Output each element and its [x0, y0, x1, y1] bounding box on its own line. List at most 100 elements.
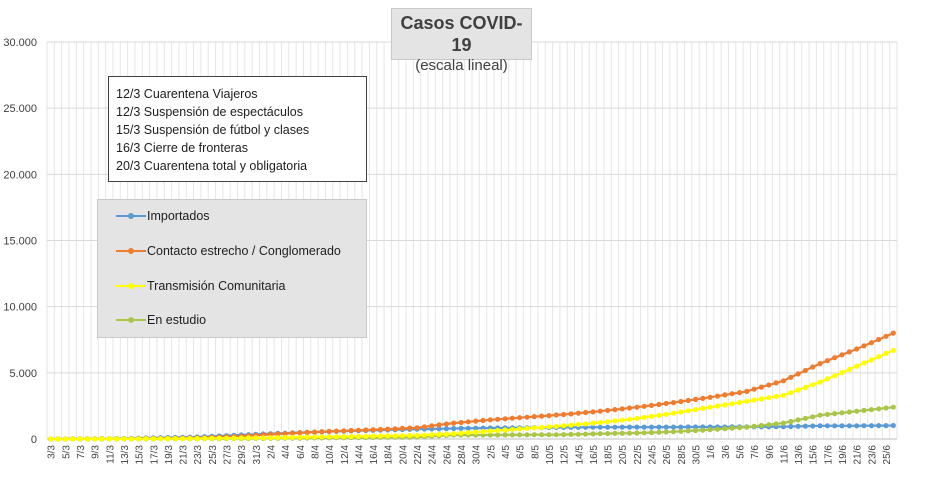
data-point [685, 408, 691, 414]
data-point [421, 432, 427, 438]
data-point [700, 395, 706, 401]
data-point [641, 430, 647, 436]
data-point [890, 330, 896, 336]
x-tick-label: 31/3 [252, 445, 263, 465]
data-point [495, 416, 501, 422]
data-point [201, 435, 208, 441]
data-point [824, 376, 831, 382]
data-point [443, 421, 449, 427]
data-point [832, 411, 838, 417]
data-point [626, 416, 633, 422]
x-tick-label: 22/4 [413, 445, 424, 465]
data-point [788, 418, 794, 425]
measures-notes-box: 12/3 Cuarentena Viajeros 12/3 Suspensión… [108, 76, 367, 182]
data-point [487, 428, 493, 434]
data-point [568, 411, 574, 417]
data-point [473, 429, 479, 435]
data-point [421, 424, 427, 430]
x-tick-label: 23/3 [193, 445, 204, 465]
data-point [626, 405, 633, 411]
data-point [876, 406, 882, 412]
x-tick-label: 26/5 [662, 445, 673, 465]
legend-label: En estudio [147, 313, 207, 327]
data-point [656, 424, 662, 430]
note-line: 16/3 Cierre de fronteras [116, 141, 249, 155]
x-tick-label: 19/6 [838, 445, 849, 465]
data-point [854, 423, 860, 429]
data-point [473, 418, 479, 424]
chart-subtitle: (escala lineal) [415, 57, 508, 74]
data-point [729, 391, 735, 397]
legend-item-transmision: Transmisión Comunitaria [116, 277, 285, 295]
data-point [180, 436, 186, 442]
data-point [868, 357, 875, 363]
data-point [619, 424, 625, 430]
data-point [678, 424, 684, 430]
data-point [392, 433, 398, 439]
data-point [597, 424, 603, 430]
data-point [436, 431, 442, 437]
x-tick-label: 24/5 [648, 445, 659, 465]
data-point [465, 430, 471, 436]
data-point [648, 424, 655, 430]
data-point [832, 373, 838, 379]
x-tick-label: 20/5 [618, 445, 629, 465]
data-point [385, 426, 391, 432]
data-point [77, 436, 83, 442]
x-tick-label: 10/4 [325, 445, 336, 465]
legend-label: Importados [147, 209, 210, 223]
data-point [597, 419, 603, 426]
x-tick-label: 12/5 [560, 445, 571, 465]
data-point [670, 400, 677, 406]
data-point [758, 422, 765, 429]
data-point [685, 397, 691, 404]
data-point [443, 431, 449, 437]
x-tick-label: 3/3 [47, 445, 58, 459]
data-point [890, 347, 896, 353]
data-point [766, 395, 772, 401]
data-point [744, 388, 750, 394]
x-tick-label: 15/3 [135, 445, 146, 465]
data-point [553, 432, 559, 438]
x-tick-label: 11/6 [779, 445, 790, 464]
data-point [62, 436, 68, 442]
data-point [656, 412, 662, 418]
data-point [531, 432, 537, 438]
data-point [729, 401, 735, 407]
data-point [172, 436, 178, 442]
data-point [583, 409, 589, 416]
data-point [670, 424, 677, 430]
data-point [692, 396, 699, 402]
data-point [714, 426, 721, 432]
data-point [539, 413, 545, 419]
note-line: 12/3 Cuarentena Viajeros [116, 87, 258, 101]
data-point [678, 428, 684, 434]
y-tick-label: 10.000 [3, 302, 37, 314]
data-point [854, 408, 860, 414]
data-point [839, 410, 845, 416]
data-point [377, 426, 383, 433]
data-point [436, 422, 442, 428]
data-point [736, 425, 743, 431]
data-point [509, 432, 515, 438]
data-point [55, 436, 61, 442]
data-point [780, 392, 787, 398]
data-point [788, 423, 794, 430]
data-point [634, 404, 640, 410]
data-point [590, 409, 596, 415]
data-point [297, 434, 303, 440]
data-point [267, 435, 274, 441]
data-point [524, 432, 530, 438]
data-point [780, 420, 787, 426]
data-point [333, 434, 339, 440]
legend-item-en-estudio: En estudio [116, 311, 206, 329]
data-point [223, 435, 230, 441]
data-point [531, 414, 537, 420]
data-point [714, 403, 721, 409]
data-point [568, 422, 574, 428]
data-point [597, 431, 603, 437]
data-point [795, 387, 801, 393]
data-point [370, 433, 376, 439]
data-point [414, 432, 420, 438]
data-point [458, 419, 464, 426]
